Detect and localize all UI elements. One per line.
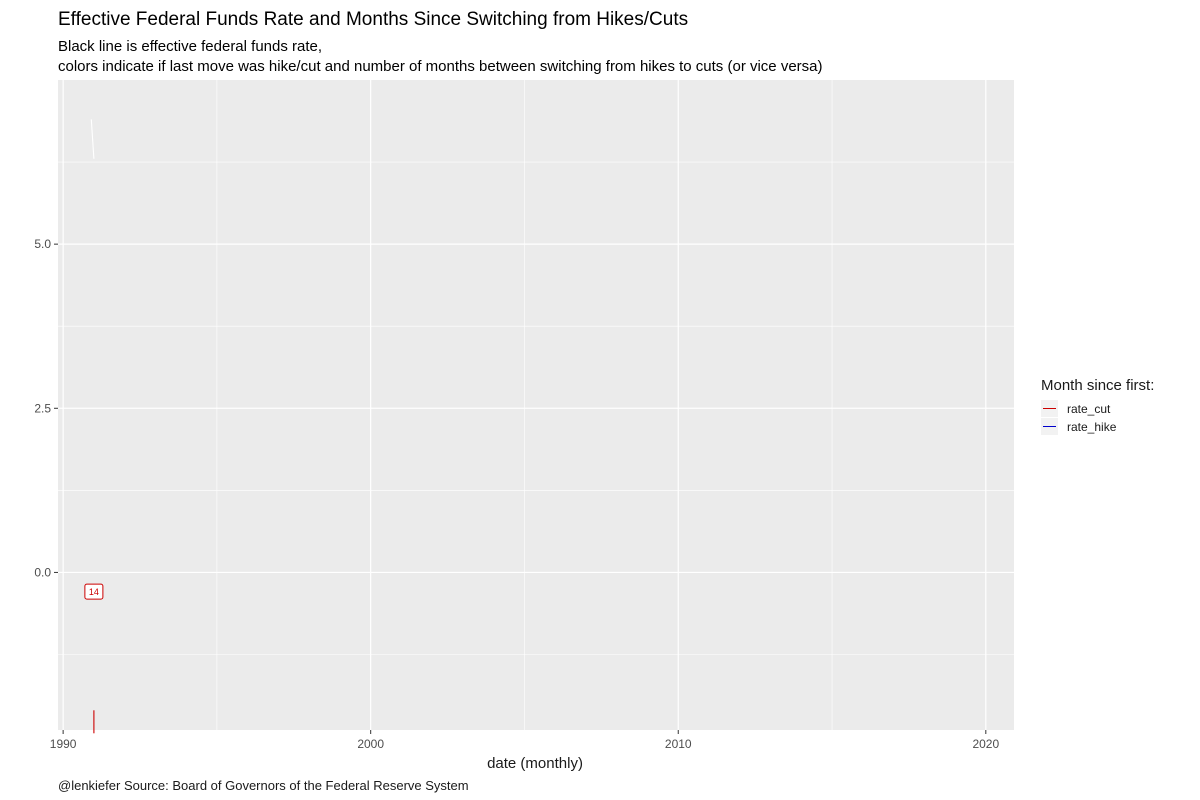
grid-lines	[58, 80, 1014, 730]
data-marks: 14	[84, 119, 104, 734]
plot-panel	[58, 80, 1014, 730]
chart-subtitle-line-1: Black line is effective federal funds ra…	[58, 38, 322, 55]
chart-subtitle-line-2: colors indicate if last move was hike/cu…	[58, 58, 823, 75]
chart-caption: @lenkiefer Source: Board of Governors of…	[58, 778, 469, 793]
legend-title: Month since first:	[1041, 377, 1154, 394]
data-label-box	[84, 583, 104, 600]
series-line-effective-federal-funds-rate	[90, 119, 95, 159]
legend: Month since first: rate_cut rate_hike	[1041, 377, 1154, 435]
legend-label-rate-cut: rate_cut	[1067, 402, 1111, 416]
x-tick-label: 2020	[972, 737, 999, 751]
y-tick-label: 2.5	[34, 401, 51, 415]
x-tick-label: 1990	[50, 737, 77, 751]
legend-label-rate-hike: rate_hike	[1067, 420, 1117, 434]
y-tick-label: 0.0	[34, 565, 51, 579]
data-label: 14	[89, 587, 99, 597]
x-axis-title: date (monthly)	[487, 755, 583, 772]
x-tick-label: 2000	[357, 737, 384, 751]
data-label-group: 14	[84, 583, 104, 600]
x-tick-label: 2010	[665, 737, 692, 751]
chart-title: Effective Federal Funds Rate and Months …	[58, 9, 688, 30]
axes: 1990 2000 2010 2020 0.0 2.5 5.0	[34, 237, 999, 751]
y-tick-label: 5.0	[34, 237, 51, 251]
